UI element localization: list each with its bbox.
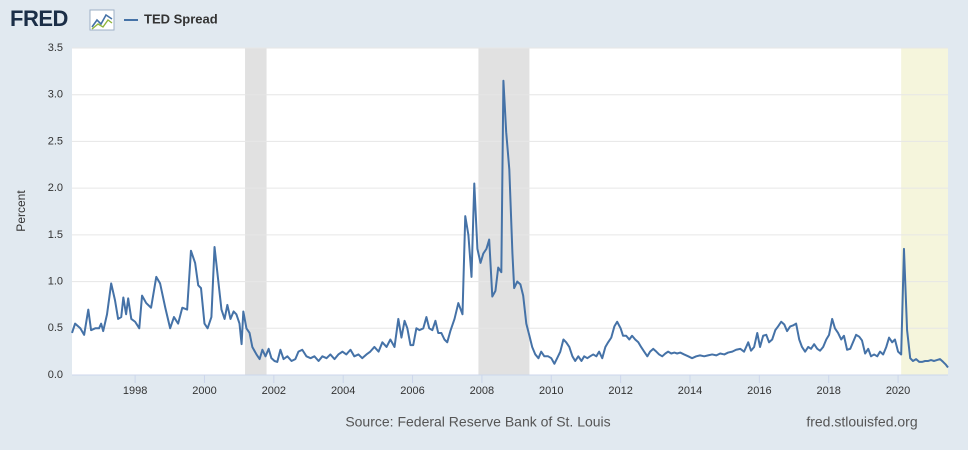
axes: 0.0 0.5 1.0 1.5 2.0 2.5 3.0 3.5 1998 2000 2002 2004… (48, 42, 948, 397)
y-tick-label: 0.5 (48, 322, 63, 334)
lines (71, 79, 949, 369)
y-tick-label: 3.5 (48, 42, 63, 54)
logo-text: FRED (10, 6, 68, 31)
legend-label: TED Spread (144, 11, 218, 26)
logo-icon-line (91, 13, 113, 28)
y-axis-label: Percent (14, 190, 28, 232)
y-tick-label: 0.0 (48, 369, 63, 381)
shaded-region (245, 48, 267, 375)
data-line (71, 79, 949, 369)
x-tick-label: 2004 (331, 385, 355, 397)
site-url: fred.stlouisfed.org (806, 414, 917, 430)
x-tick-label: 2016 (747, 385, 771, 397)
y-tick-label: 2.5 (48, 135, 63, 147)
x-tick-label: 2010 (539, 385, 563, 397)
x-tick-label: 2020 (886, 385, 910, 397)
x-tick-label: 2014 (678, 385, 702, 397)
shaded-region (901, 48, 948, 375)
y-tick-label: 1.0 (48, 275, 63, 287)
x-tick-label: 2008 (470, 385, 494, 397)
x-tick-label: 2006 (400, 385, 424, 397)
x-tick-label: 1998 (123, 385, 147, 397)
fred-logo: FRED (10, 6, 115, 31)
source: Source: Federal Reserve Bank of St. Loui… (345, 414, 610, 430)
y-tick-label: 2.0 (48, 182, 63, 194)
logo-icon-line (91, 19, 113, 30)
y-tick-label: 3.0 (48, 89, 63, 101)
x-tick-label: 2018 (816, 385, 840, 397)
x-tick-label: 2000 (192, 385, 216, 397)
x-tick-label: 2012 (608, 385, 632, 397)
y-tick-label: 1.5 (48, 229, 63, 241)
legend: TED Spread (124, 11, 218, 26)
x-tick-label: 2002 (262, 385, 286, 397)
